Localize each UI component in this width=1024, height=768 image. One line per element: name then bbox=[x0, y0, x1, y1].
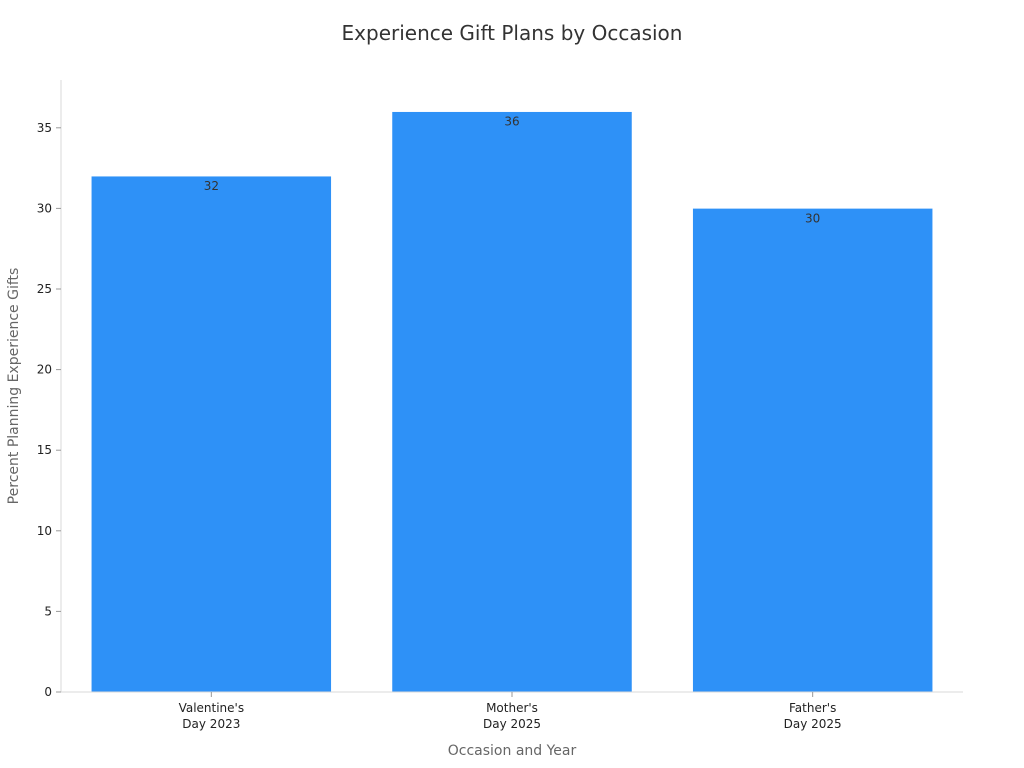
bar bbox=[692, 208, 933, 693]
y-tick-label: 0 bbox=[44, 685, 52, 699]
data-label: 32 bbox=[204, 179, 219, 193]
x-tick-label: Valentine's Day 2023 bbox=[179, 701, 245, 731]
x-tick-label: Mother's Day 2025 bbox=[483, 701, 541, 731]
bar bbox=[91, 175, 332, 693]
y-tick-label: 5 bbox=[44, 604, 52, 618]
y-tick-label: 10 bbox=[37, 524, 52, 538]
y-tick-label: 15 bbox=[37, 443, 52, 457]
y-axis: 0 5 10 15 20 25 30 35 bbox=[37, 80, 62, 699]
data-label: 36 bbox=[504, 115, 519, 129]
y-tick-label: 25 bbox=[37, 282, 52, 296]
y-tick-label: 35 bbox=[37, 121, 52, 135]
y-tick-label: 30 bbox=[37, 201, 52, 215]
x-tick-label: Father's Day 2025 bbox=[784, 701, 842, 731]
bar bbox=[391, 111, 633, 693]
x-axis-title: Occasion and Year bbox=[448, 743, 577, 759]
chart-title: Experience Gift Plans by Occasion bbox=[342, 21, 683, 45]
data-label: 30 bbox=[805, 211, 820, 225]
y-axis-title: Percent Planning Experience Gifts bbox=[6, 268, 22, 505]
bars: 32 36 30 bbox=[91, 111, 933, 693]
y-tick-label: 20 bbox=[37, 363, 52, 377]
x-axis: Valentine's Day 2023 Mother's Day 2025 Fathe… bbox=[61, 691, 963, 731]
